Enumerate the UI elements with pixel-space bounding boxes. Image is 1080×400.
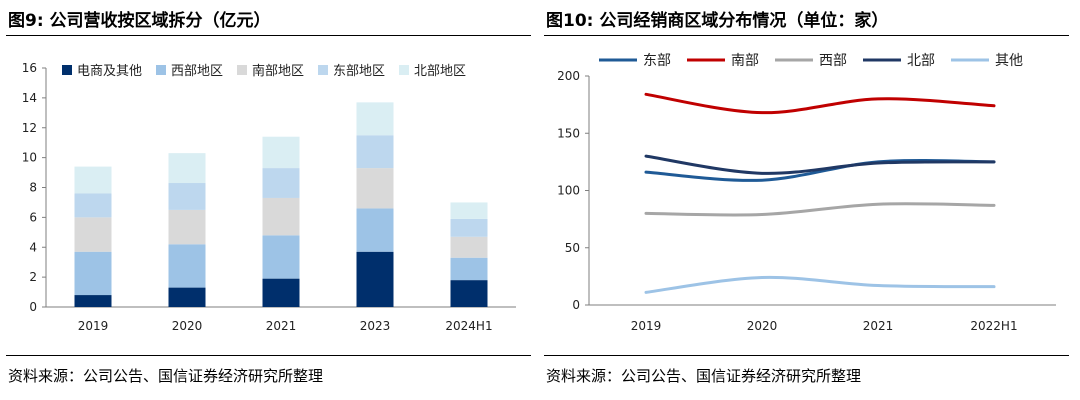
bar-segment <box>262 197 300 236</box>
x-tick-label: 2021 <box>863 319 894 333</box>
y-tick-label: 12 <box>22 121 37 135</box>
y-tick-label: 50 <box>565 241 580 255</box>
series-line <box>644 154 996 175</box>
title-rule <box>544 35 1069 36</box>
legend-label: 电商及其他 <box>77 64 142 79</box>
title-rule <box>6 35 531 36</box>
legend-swatch <box>399 65 409 75</box>
bar-segment <box>168 153 206 184</box>
legend-label: 北部地区 <box>414 64 466 79</box>
x-tick-label: 2023 <box>360 319 391 333</box>
y-tick-label: 6 <box>29 210 37 224</box>
bar-segment <box>450 280 488 307</box>
y-tick-label: 200 <box>557 69 580 83</box>
bar-segment <box>168 244 206 288</box>
bar-segment <box>450 257 488 281</box>
x-tick-label: 2024H1 <box>445 319 492 333</box>
bar-segment <box>262 278 300 307</box>
source-note: 资料来源：公司公告、国信证券经济研究所整理 <box>8 367 324 385</box>
x-tick-label: 2020 <box>747 319 778 333</box>
legend-label: 南部地区 <box>252 63 304 79</box>
y-tick-label: 14 <box>22 91 37 105</box>
x-tick-label: 2021 <box>266 319 297 333</box>
bar-segment <box>168 287 206 307</box>
panel-distributor-distribution: 图10: 公司经销商区域分布情况（单位：家） 0 50 100 150 200 2019 2… <box>544 0 1069 400</box>
y-tick-label: 10 <box>22 151 37 165</box>
series-line <box>644 92 996 115</box>
legend-label: 东部 <box>643 53 671 69</box>
bar-segment <box>74 217 112 252</box>
legend-label: 东部地区 <box>333 64 385 79</box>
chart-title-revenue: 图9: 公司营收按区域拆分（亿元） <box>8 11 271 31</box>
x-tick-label: 2019 <box>78 319 109 333</box>
bar-segment <box>74 193 112 218</box>
series-line <box>644 202 996 217</box>
legend-swatch <box>318 65 328 75</box>
bar-segment <box>356 251 394 307</box>
legend-label: 南部 <box>731 53 759 69</box>
legend-label: 西部 <box>819 53 847 69</box>
bar-segment <box>168 209 206 245</box>
bar-segment <box>74 251 112 296</box>
y-tick-label: 0 <box>572 298 580 312</box>
line-chart: 0 50 100 150 200 2019 2020 2021 2022H1 东部 南部 西部 北部 其他 <box>557 53 1056 333</box>
bar-segment <box>450 236 488 258</box>
source-rule <box>544 355 1069 356</box>
y-tick-label: 100 <box>557 184 580 198</box>
panel-revenue-by-region: 图9: 公司营收按区域拆分（亿元） 0 2 4 6 8 10 12 14 16 2019 2020 2… <box>6 0 531 400</box>
series-line <box>644 275 996 294</box>
bar-segment <box>356 135 394 169</box>
source-note: 资料来源：公司公告、国信证券经济研究所整理 <box>546 367 862 385</box>
y-tick-label: 150 <box>557 126 580 140</box>
bar-segment <box>262 168 300 198</box>
legend-label: 北部 <box>907 53 935 69</box>
legend-swatch <box>156 65 166 75</box>
y-tick-label: 4 <box>29 240 37 254</box>
y-tick-label: 8 <box>29 181 37 195</box>
legend-label: 其他 <box>995 53 1023 69</box>
bar-segment <box>262 136 300 169</box>
stacked-bar-chart: 0 2 4 6 8 10 12 14 16 2019 2020 2021 2023 2024H1 电商及其他… <box>22 61 516 333</box>
y-tick-label: 0 <box>29 300 37 314</box>
legend-swatch <box>237 65 247 75</box>
y-tick-label: 16 <box>22 61 37 75</box>
bar-segment <box>74 295 112 307</box>
bar-segment <box>168 183 206 210</box>
legend-label: 西部地区 <box>171 64 223 79</box>
bar-segment <box>356 102 394 136</box>
bar-segment <box>450 218 488 237</box>
y-tick-label: 2 <box>29 270 37 284</box>
x-tick-label: 2020 <box>172 319 203 333</box>
x-tick-label: 2019 <box>631 319 662 333</box>
bar-segment <box>356 208 394 252</box>
chart-title-distributors: 图10: 公司经销商区域分布情况（单位：家） <box>546 11 889 31</box>
source-rule <box>6 355 531 356</box>
bar-segment <box>74 166 112 194</box>
bar-segment <box>356 168 394 209</box>
bar-segment <box>262 235 300 279</box>
x-tick-label: 2022H1 <box>970 319 1017 333</box>
legend-swatch <box>62 65 72 75</box>
bar-segment <box>450 202 488 219</box>
